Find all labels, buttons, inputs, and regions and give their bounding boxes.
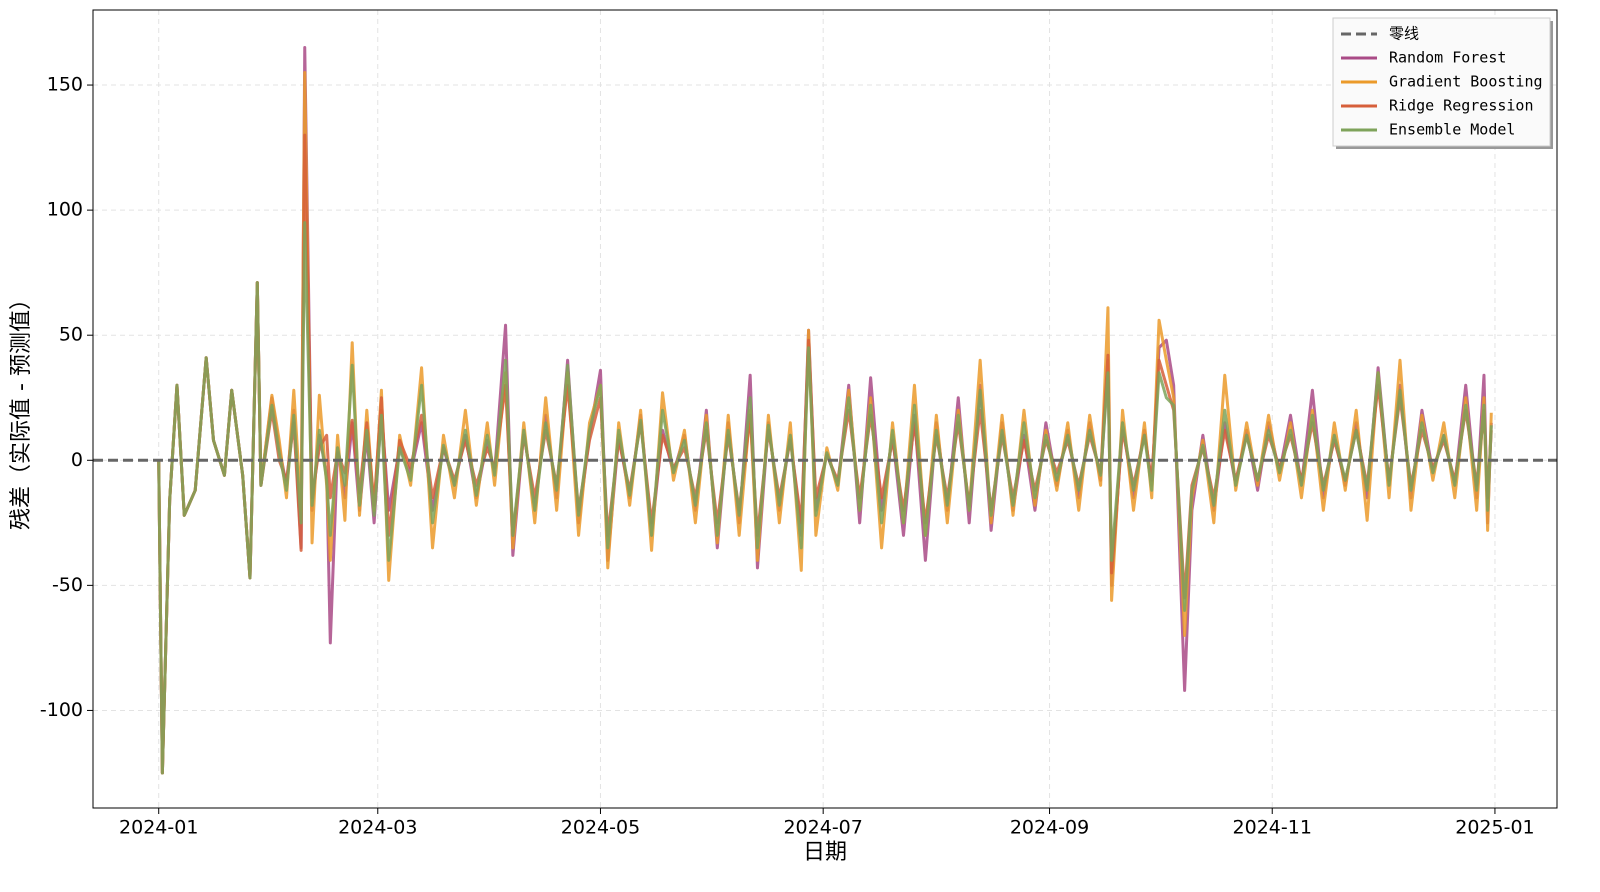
legend-label: Gradient Boosting <box>1389 73 1543 91</box>
y-tick-label: 0 <box>71 449 83 471</box>
y-tick-label: 50 <box>59 324 83 346</box>
y-tick-label: 150 <box>47 74 83 96</box>
legend-label: Random Forest <box>1389 49 1506 67</box>
legend: 零线 Random Forest Gradient Boosting Ridge Re… <box>1332 17 1553 149</box>
x-tick-label: 2025-01 <box>1455 817 1534 839</box>
x-axis-label: 日期 <box>803 840 847 865</box>
plot-frame <box>92 9 1558 809</box>
x-tick-label: 2024-01 <box>119 817 198 839</box>
y-tick-label: -100 <box>40 699 83 721</box>
x-tick-label: 2024-05 <box>561 817 640 839</box>
y-axis-label: 残差（实际值 - 预测值） <box>9 288 34 530</box>
x-tick-label: 2024-09 <box>1010 817 1089 839</box>
x-tick-label: 2024-03 <box>338 817 417 839</box>
x-tick-label: 2024-11 <box>1233 817 1312 839</box>
legend-label: Ensemble Model <box>1389 121 1515 139</box>
series-line <box>157 71 1493 775</box>
legend-label: Ridge Regression <box>1389 97 1534 115</box>
y-tick-label: 100 <box>47 199 83 221</box>
legend-label: 零线 <box>1389 25 1419 43</box>
series-line <box>157 221 1493 775</box>
x-tick-label: 2024-07 <box>783 817 862 839</box>
y-tick-label: -50 <box>52 574 83 596</box>
